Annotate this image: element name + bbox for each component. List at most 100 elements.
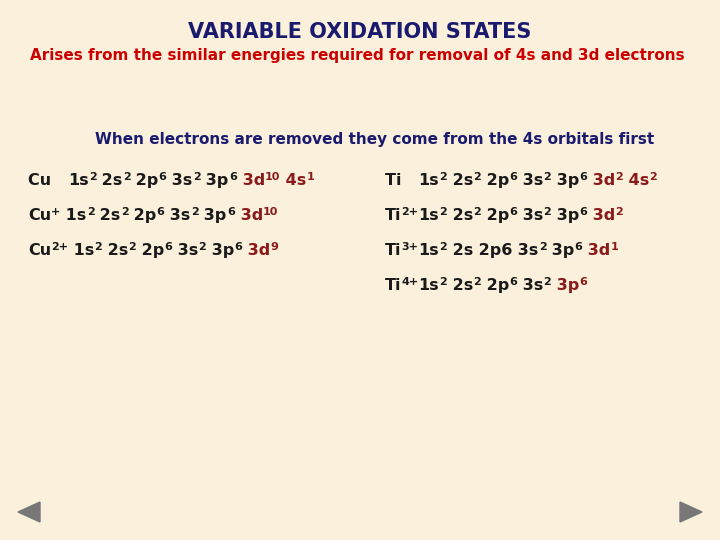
Text: 2: 2 [128, 242, 136, 252]
Text: 3s: 3s [517, 173, 543, 188]
Text: 2: 2 [86, 207, 94, 217]
Text: 6: 6 [509, 277, 517, 287]
Text: 2: 2 [193, 172, 200, 182]
Text: 3p: 3p [200, 173, 229, 188]
Text: Cu: Cu [28, 208, 51, 223]
Text: 4+: 4+ [402, 277, 418, 287]
Text: Cu: Cu [28, 173, 68, 188]
Text: 3p: 3p [551, 173, 579, 188]
Text: 2: 2 [439, 242, 446, 252]
Text: VARIABLE OXIDATION STATES: VARIABLE OXIDATION STATES [189, 22, 531, 42]
Text: 2: 2 [122, 172, 130, 182]
Text: 3d: 3d [243, 243, 271, 258]
Text: 4s: 4s [623, 173, 649, 188]
Text: 2: 2 [544, 207, 551, 217]
Text: 1s: 1s [68, 243, 94, 258]
Text: 3p: 3p [551, 278, 580, 293]
Text: 3s: 3s [172, 243, 199, 258]
Text: 3s: 3s [513, 243, 539, 258]
Text: Ti: Ti [385, 208, 402, 223]
Polygon shape [680, 502, 702, 522]
Text: 1: 1 [611, 242, 618, 252]
Text: 2: 2 [473, 207, 481, 217]
Text: 2+: 2+ [402, 207, 418, 217]
Text: 3d: 3d [587, 173, 616, 188]
Text: 3p: 3p [206, 243, 235, 258]
Text: 2s: 2s [96, 173, 122, 188]
Text: 2: 2 [121, 207, 128, 217]
Text: 2: 2 [439, 172, 446, 182]
Text: 2: 2 [94, 242, 102, 252]
Text: Ti: Ti [385, 173, 418, 188]
Text: 3p: 3p [199, 208, 227, 223]
Text: 2s: 2s [102, 243, 128, 258]
Text: +: + [51, 207, 60, 217]
Text: 2p: 2p [130, 173, 158, 188]
Text: 6: 6 [509, 207, 517, 217]
Text: 3s: 3s [517, 278, 544, 293]
Text: 2+: 2+ [51, 242, 68, 252]
Text: 2: 2 [89, 172, 96, 182]
Text: 2: 2 [543, 172, 551, 182]
Text: Arises from the similar energies required for removal of 4s and 3d electrons: Arises from the similar energies require… [30, 48, 685, 63]
Text: 2s: 2s [447, 278, 473, 293]
Text: 6: 6 [575, 242, 582, 252]
Text: 2: 2 [649, 172, 657, 182]
Text: 3d: 3d [587, 208, 616, 223]
Text: 2s: 2s [446, 243, 473, 258]
Text: 6: 6 [579, 172, 587, 182]
Text: 2: 2 [439, 207, 447, 217]
Text: 3d: 3d [582, 243, 611, 258]
Text: 2: 2 [544, 277, 551, 287]
Text: 1s: 1s [418, 278, 439, 293]
Text: 6: 6 [229, 172, 237, 182]
Text: 6: 6 [164, 242, 172, 252]
Text: 6: 6 [580, 277, 588, 287]
Text: 1s: 1s [418, 208, 439, 223]
Text: Cu: Cu [28, 243, 51, 258]
Text: 10: 10 [265, 172, 280, 182]
Text: 3s: 3s [166, 173, 193, 188]
Text: 2: 2 [616, 207, 623, 217]
Text: 6: 6 [227, 207, 235, 217]
Text: Ti: Ti [385, 243, 402, 258]
Text: 2: 2 [439, 277, 447, 287]
Text: 2s: 2s [447, 208, 473, 223]
Text: 2: 2 [199, 242, 206, 252]
Text: 3p: 3p [546, 243, 575, 258]
Text: 2: 2 [191, 207, 199, 217]
Text: 3+: 3+ [402, 242, 418, 252]
Text: Ti: Ti [385, 278, 402, 293]
Text: 2p: 2p [481, 278, 509, 293]
Text: 2p: 2p [136, 243, 164, 258]
Text: 4s: 4s [280, 173, 307, 188]
Text: 2p: 2p [481, 173, 509, 188]
Text: 2p6: 2p6 [473, 243, 513, 258]
Text: 3p: 3p [551, 208, 580, 223]
Text: 3s: 3s [517, 208, 544, 223]
Text: 2p: 2p [481, 208, 509, 223]
Text: 2p: 2p [128, 208, 157, 223]
Text: 2: 2 [539, 242, 546, 252]
Text: 6: 6 [509, 172, 517, 182]
Text: 6: 6 [580, 207, 587, 217]
Text: 6: 6 [235, 242, 243, 252]
Text: 6: 6 [157, 207, 164, 217]
Text: 6: 6 [158, 172, 166, 182]
Polygon shape [18, 502, 40, 522]
Text: 10: 10 [263, 207, 278, 217]
Text: 3d: 3d [235, 208, 263, 223]
Text: 1s: 1s [68, 173, 89, 188]
Text: 2: 2 [473, 277, 481, 287]
Text: 1: 1 [307, 172, 314, 182]
Text: When electrons are removed they come from the 4s orbitals first: When electrons are removed they come fro… [95, 132, 654, 147]
Text: 2s: 2s [94, 208, 121, 223]
Text: 3d: 3d [237, 173, 265, 188]
Text: 9: 9 [271, 242, 279, 252]
Text: 2s: 2s [446, 173, 473, 188]
Text: 2: 2 [616, 172, 623, 182]
Text: 3s: 3s [164, 208, 191, 223]
Text: 1s: 1s [418, 243, 439, 258]
Text: 1s: 1s [418, 173, 439, 188]
Text: 2: 2 [473, 172, 481, 182]
